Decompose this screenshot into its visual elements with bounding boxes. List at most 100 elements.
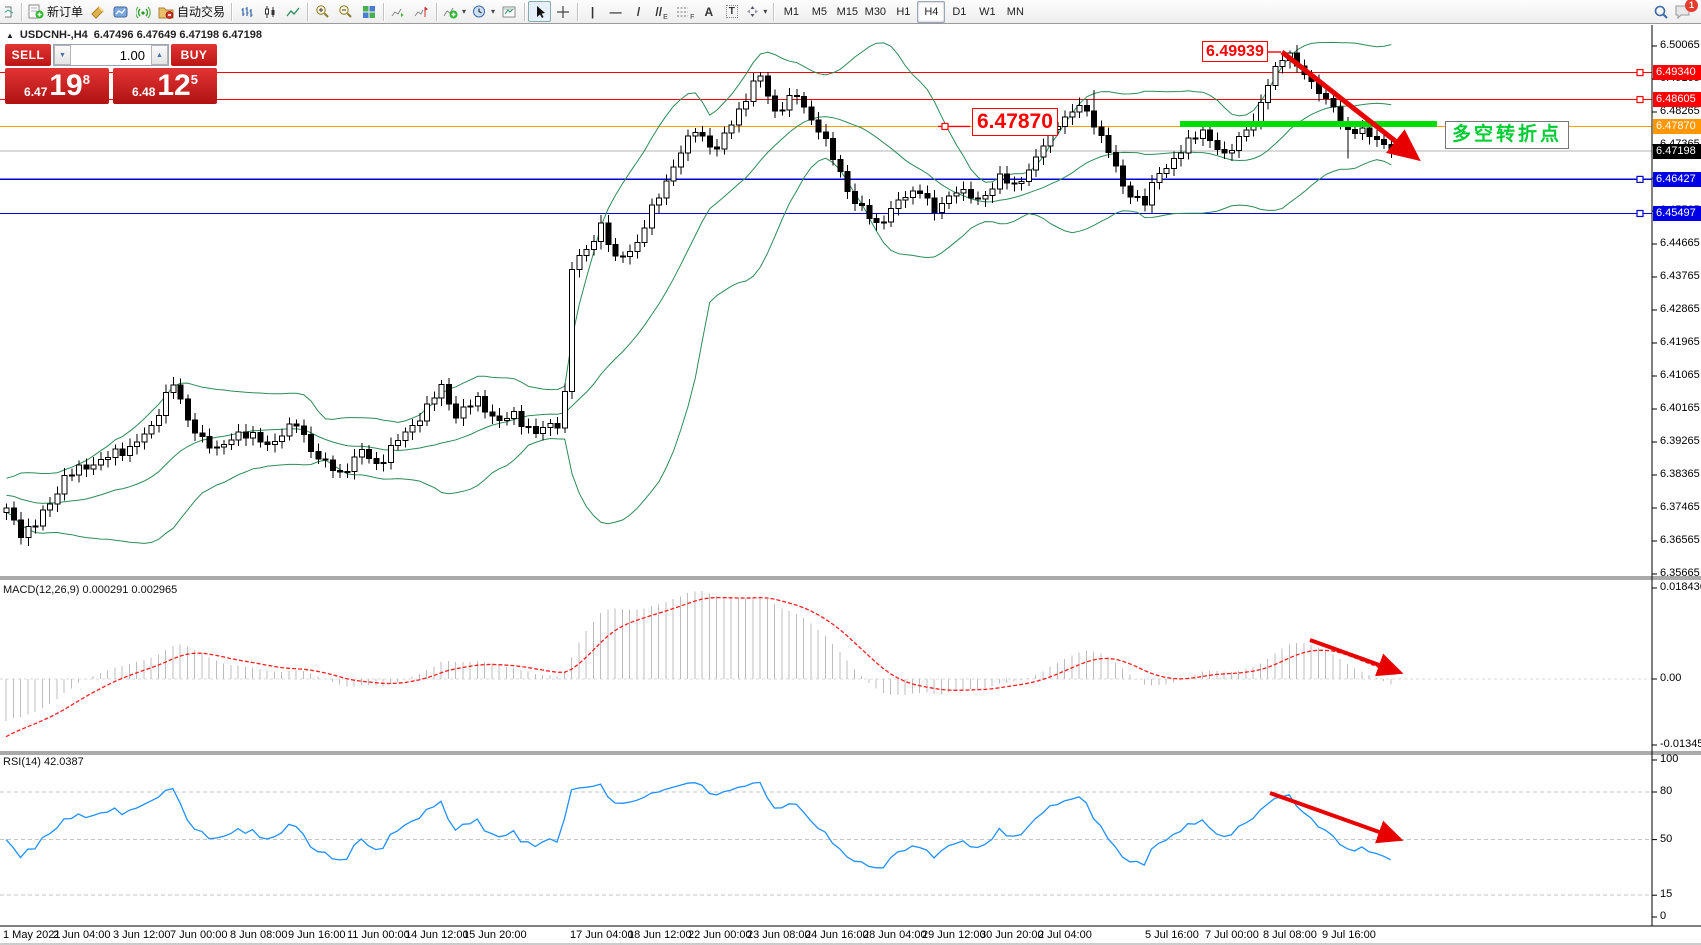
horizontal-line-icon: — xyxy=(609,4,622,19)
separator xyxy=(436,2,438,21)
vertical-line-tool[interactable]: | xyxy=(581,1,604,22)
crosshair-tool-button[interactable] xyxy=(551,1,574,22)
sell-price-small: 6.47 xyxy=(24,85,48,99)
symbol-header: ▲ USDCNH-,H4 6.47496 6.47649 6.47198 6.4… xyxy=(6,29,262,41)
axis-tick-label: 6.43765 xyxy=(1660,270,1700,282)
axis-tick-label: 6.36565 xyxy=(1660,534,1700,546)
clipped-toolbar-icon[interactable] xyxy=(2,1,18,22)
time-axis-label: 8 Jun 08:00 xyxy=(230,929,288,941)
horizontal-line-tool[interactable]: — xyxy=(604,1,627,22)
text-tool-icon: A xyxy=(704,4,714,19)
text-label-tool[interactable]: T xyxy=(720,1,743,22)
axis-tick-label: 80 xyxy=(1660,785,1673,797)
templates-button[interactable] xyxy=(498,1,521,22)
time-axis-label: 15 Jun 20:00 xyxy=(463,929,527,941)
trendline-tool[interactable]: / xyxy=(627,1,650,22)
signal-icon xyxy=(135,6,151,19)
candlestick-button[interactable] xyxy=(258,1,281,22)
tf-w1-button[interactable]: W1 xyxy=(979,5,996,18)
charts-button[interactable] xyxy=(109,1,132,22)
vertical-line-icon: | xyxy=(590,4,595,19)
arrows-tool[interactable]: ▾ xyxy=(743,1,770,22)
time-axis-label: 7 Jul 00:00 xyxy=(1205,929,1259,941)
ohlc-values: 6.47496 6.47649 6.47198 6.47198 xyxy=(93,29,262,41)
dropdown-icon: ▾ xyxy=(462,7,467,16)
buy-price-sup: 5 xyxy=(190,72,198,87)
time-axis-label: 22 Jun 00:00 xyxy=(688,929,752,941)
periods-button[interactable]: ▾ xyxy=(469,1,498,22)
arrows-icon xyxy=(747,6,759,17)
sell-button[interactable]: SELL xyxy=(5,44,51,66)
mid-price-callout[interactable]: 6.47870 xyxy=(972,108,1058,136)
macd-label: MACD(12,26,9) 0.000291 0.002965 xyxy=(3,584,178,596)
new-order-button[interactable]: 新订单 xyxy=(25,1,86,22)
chat-button[interactable]: 1 xyxy=(1672,0,1698,22)
bar-chart-button[interactable] xyxy=(235,1,258,22)
peak-price-callout[interactable]: 6.49939 xyxy=(1202,41,1268,62)
autotrading-button[interactable]: 自动交易 xyxy=(155,1,228,22)
signals-button[interactable] xyxy=(132,1,155,22)
tile-windows-button[interactable] xyxy=(357,1,380,22)
search-button[interactable] xyxy=(1649,1,1672,22)
buy-price-small: 6.48 xyxy=(132,85,156,99)
turning-point-note[interactable]: 多空转折点 xyxy=(1445,121,1570,149)
tf-m5-button[interactable]: M5 xyxy=(811,5,827,18)
cursor-tool-button[interactable] xyxy=(528,1,552,22)
auto-scroll-icon xyxy=(391,8,404,17)
fibo-sub-label: F xyxy=(690,14,695,21)
text-tool[interactable]: A xyxy=(697,1,720,22)
channel-tool[interactable]: //E xyxy=(650,1,673,22)
separator xyxy=(21,2,22,21)
tf-h4-button[interactable]: H4 xyxy=(917,0,946,23)
indicators-button[interactable]: ▾ xyxy=(440,1,469,22)
time-axis-label: 17 Jun 04:00 xyxy=(570,929,634,941)
auto-scroll-button[interactable] xyxy=(387,1,410,22)
tile-windows-icon xyxy=(362,5,375,18)
axis-tick-label: -0.013458 xyxy=(1660,738,1701,750)
zoom-in-button[interactable] xyxy=(311,1,334,22)
axis-tick-label: 6.39265 xyxy=(1660,435,1700,447)
symbol-name: USDCNH-,H4 xyxy=(19,29,88,41)
tf-mn-button[interactable]: MN xyxy=(1006,5,1024,18)
zoom-out-button[interactable] xyxy=(334,1,357,22)
gold-tool-icon xyxy=(90,6,104,19)
candlestick-icon xyxy=(264,5,275,18)
clock-icon xyxy=(473,5,486,18)
chart-shift-icon xyxy=(414,6,429,17)
indicators-add-icon xyxy=(443,7,458,18)
buy-price-display[interactable]: 6.48 12 5 xyxy=(113,68,217,104)
channel-sub-label: E xyxy=(663,14,668,21)
time-axis-label: 5 Jul 16:00 xyxy=(1145,929,1199,941)
axis-tick-label: 6.40165 xyxy=(1660,402,1700,414)
chart-shift-button[interactable] xyxy=(410,1,433,22)
time-axis-label: 30 Jun 20:00 xyxy=(980,929,1044,941)
fibonacci-tool[interactable]: F xyxy=(673,1,697,22)
fibonacci-icon xyxy=(677,7,689,16)
rsi-label: RSI(14) 42.0387 xyxy=(3,756,84,768)
axis-tick-label: 0.00 xyxy=(1660,672,1682,684)
metaeditor-button[interactable] xyxy=(86,1,109,22)
tf-d1-button[interactable]: D1 xyxy=(952,5,967,18)
volume-input[interactable]: 1.00 xyxy=(119,47,145,63)
chart-plot-area[interactable] xyxy=(0,25,1701,945)
blue-chart-icon xyxy=(113,6,128,18)
line-chart-button[interactable] xyxy=(281,1,304,22)
buy-button[interactable]: BUY xyxy=(171,44,217,66)
volume-increase-button[interactable]: ▲ xyxy=(151,45,168,65)
price-badge: 6.49340 xyxy=(1653,65,1701,81)
axis-tick-label: 6.44665 xyxy=(1660,237,1700,249)
time-axis-label: 9 Jun 16:00 xyxy=(288,929,346,941)
axis-tick-label: 6.48265 xyxy=(1660,105,1700,117)
axis-tick-label: 100 xyxy=(1660,753,1679,765)
axis-tick-label: 6.41065 xyxy=(1660,369,1700,381)
tf-m30-button[interactable]: M30 xyxy=(864,5,887,18)
tf-h1-button[interactable]: H1 xyxy=(896,5,911,18)
sell-price-sup: 8 xyxy=(82,72,90,87)
axis-tick-label: 6.41965 xyxy=(1660,336,1700,348)
sell-price-display[interactable]: 6.47 19 8 xyxy=(5,68,109,104)
volume-decrease-button[interactable]: ▼ xyxy=(54,45,71,65)
collapse-panel-icon[interactable]: ▲ xyxy=(6,30,14,40)
tf-m15-button[interactable]: M15 xyxy=(836,5,859,18)
tf-m1-button[interactable]: M1 xyxy=(783,5,799,18)
notification-badge: 1 xyxy=(1685,0,1698,12)
